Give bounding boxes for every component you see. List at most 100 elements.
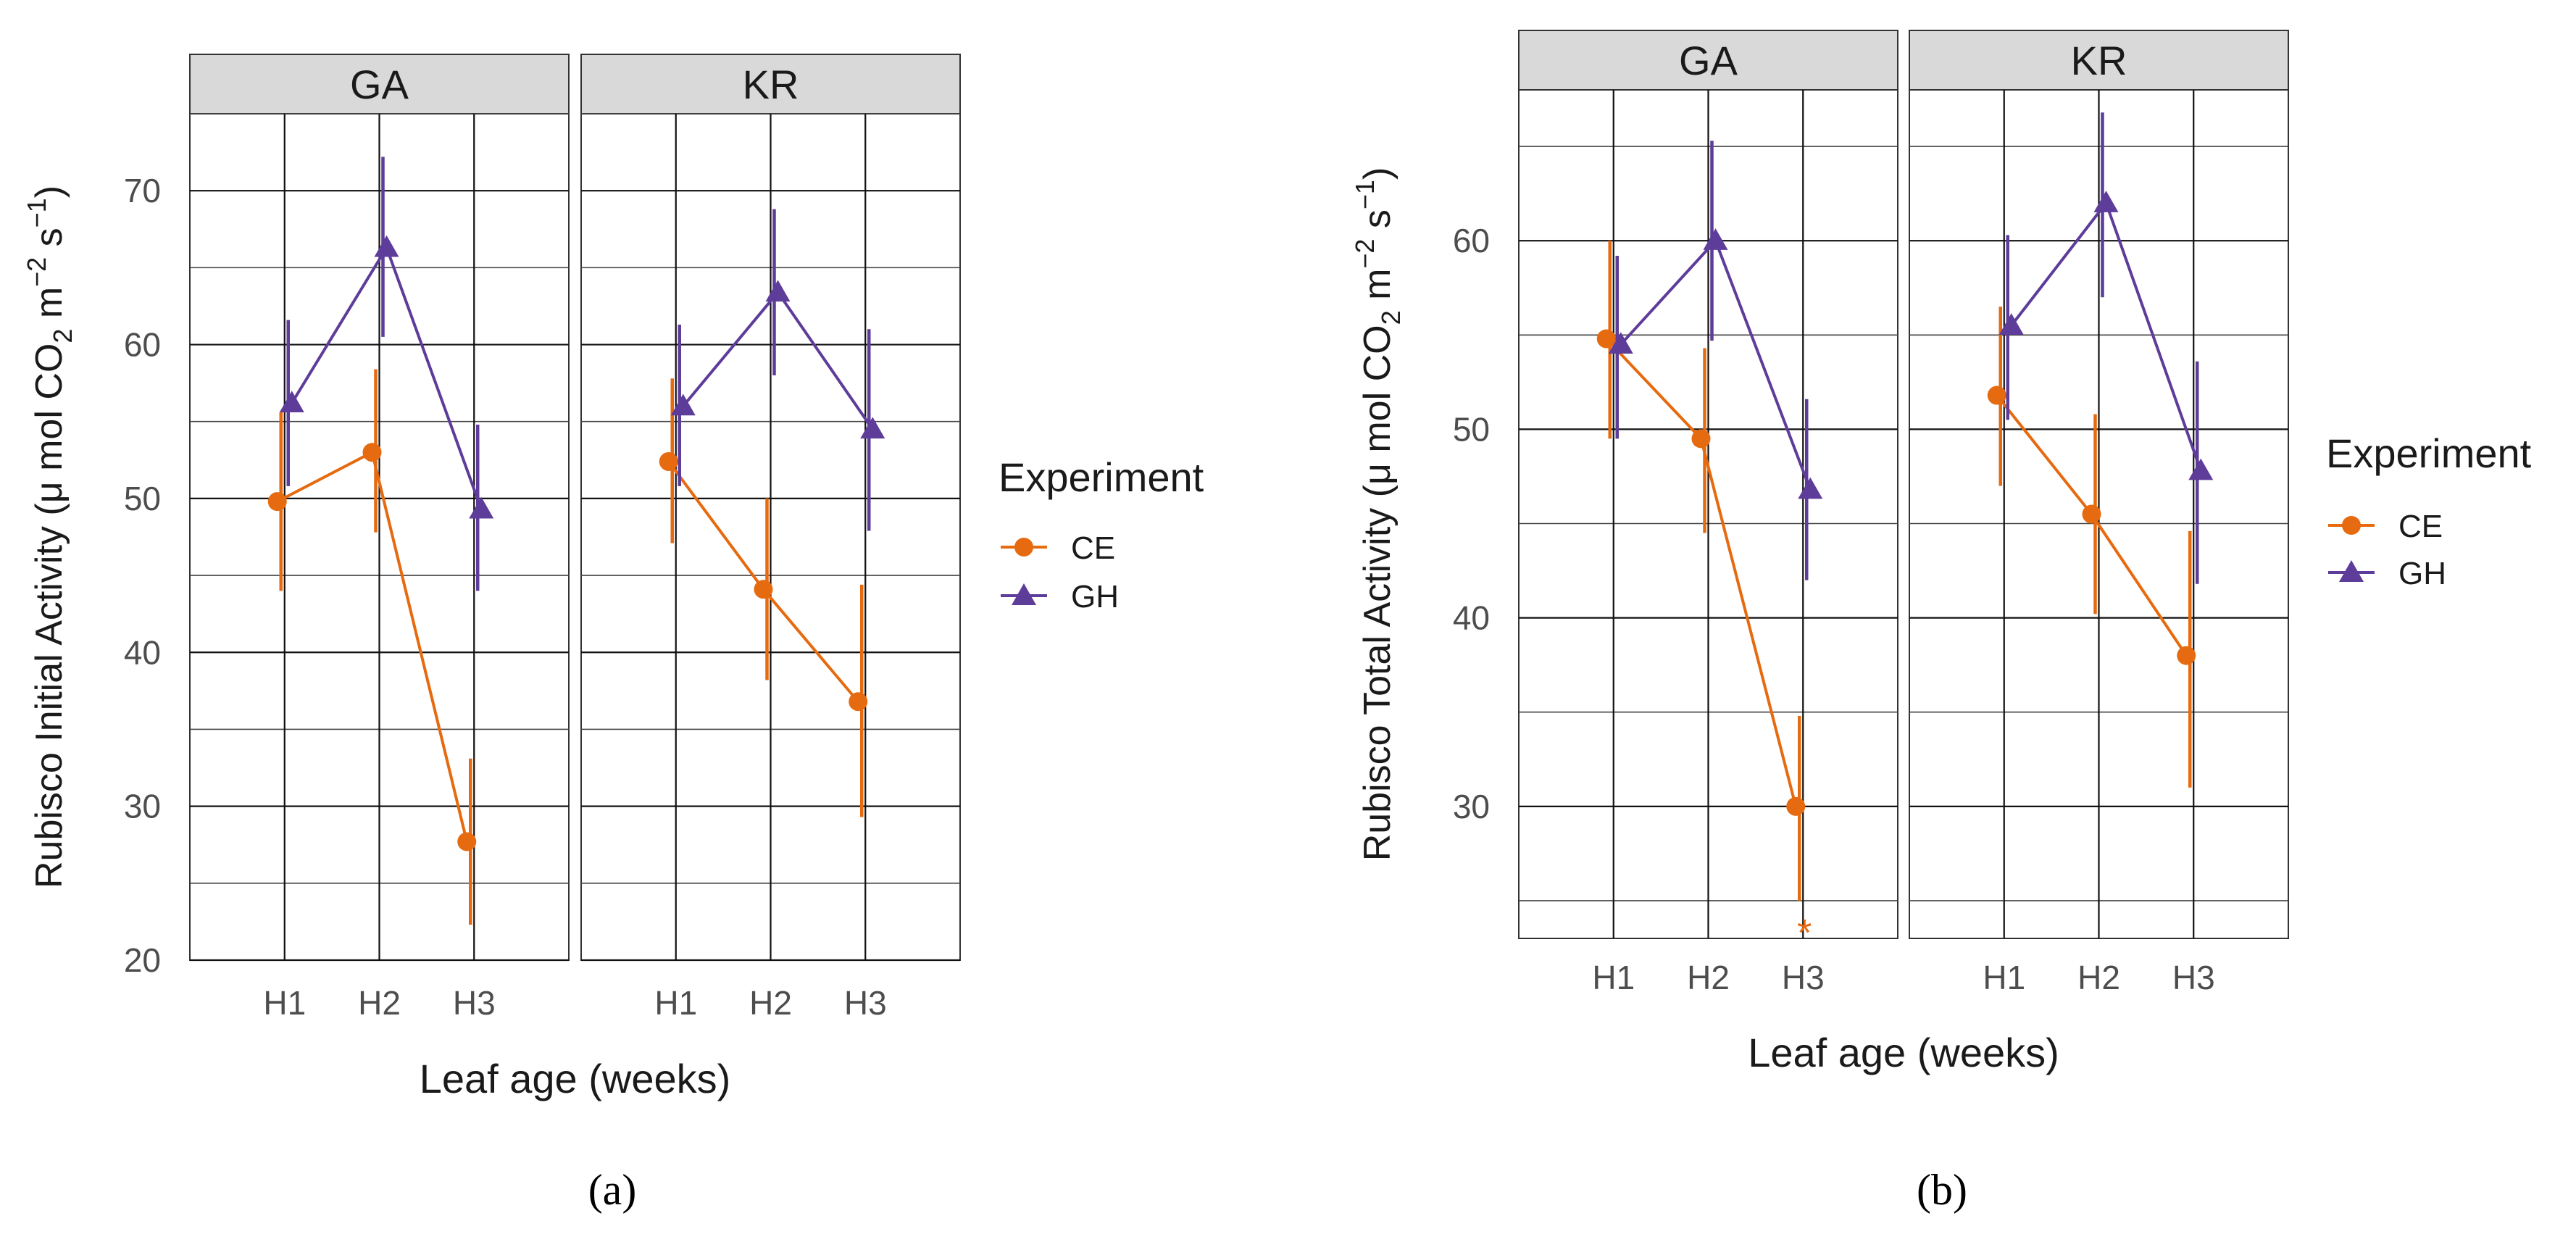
legend-title: Experiment — [2326, 430, 2532, 476]
x-tick-label: H1 — [1592, 959, 1635, 996]
series-gh — [670, 209, 885, 531]
data-point — [2177, 646, 2196, 665]
facet-strip — [1518, 30, 1898, 91]
data-point — [469, 496, 494, 519]
y-tick-label: 40 — [124, 633, 161, 671]
y-axis-title-part: μ — [28, 481, 70, 503]
y-axis-title-part: Rubisco Initial Activity ( — [28, 503, 70, 888]
legend-label: GH — [2398, 556, 2446, 591]
x-tick-label: H3 — [453, 984, 496, 1022]
y-axis-title-part: Rubisco Total Activity ( — [1356, 484, 1399, 861]
data-point — [849, 692, 868, 712]
data-point — [1703, 228, 1728, 250]
y-axis-title-part: s — [1356, 209, 1399, 238]
facet-strip-label: KR — [2071, 38, 2127, 83]
y-axis-title-part: m — [28, 287, 70, 329]
y-axis-title-part: 2 — [48, 329, 78, 343]
legend-key-triangle — [2339, 560, 2364, 582]
series-ce — [1987, 307, 2196, 788]
facet-panel-kr: KR H1 H2 H3 — [1909, 30, 2289, 996]
chart-b: GA H1 H2 H3 * KR H1 H2 H3 30 40 50 60 Leaf age (weeks… — [1350, 30, 2532, 1075]
data-point — [374, 235, 399, 257]
data-point — [860, 417, 885, 439]
y-axis-title-part: −2 — [22, 257, 51, 287]
data-point — [457, 832, 477, 851]
series-ce — [1596, 241, 1806, 901]
x-tick-label: H1 — [263, 984, 306, 1022]
x-tick-label: H2 — [1687, 959, 1730, 996]
legend-title: Experiment — [999, 454, 1204, 500]
legend-label: CE — [1071, 530, 1115, 566]
y-axis-title-part: −1 — [22, 198, 51, 228]
data-point — [1596, 329, 1616, 349]
legend-key-circle — [2342, 516, 2361, 535]
facet-panel-kr: KR H1 H2 H3 — [580, 54, 961, 1022]
y-axis-title-part: −1 — [1350, 180, 1380, 209]
y-tick-label: 30 — [124, 788, 161, 825]
x-tick-label: H2 — [358, 984, 401, 1022]
facet-strip — [1909, 30, 2289, 91]
data-point — [267, 492, 287, 512]
data-point — [1608, 332, 1633, 354]
series-ce — [267, 369, 477, 925]
x-axis-title: Leaf age (weeks) — [420, 1056, 731, 1101]
data-point — [670, 393, 696, 416]
data-point — [362, 443, 382, 462]
data-point — [659, 451, 678, 471]
y-tick-label: 60 — [124, 326, 161, 364]
data-point — [1691, 429, 1711, 449]
y-axis-title: Rubisco Total Activity (μ mol CO2 m−2 s−… — [1350, 167, 1406, 862]
y-tick-label: 70 — [124, 172, 161, 209]
x-tick-label: H1 — [654, 984, 697, 1022]
data-point — [279, 391, 304, 412]
legend-key-triangle — [1012, 583, 1036, 605]
legend: Experiment CE GH — [2326, 430, 2532, 591]
data-point — [1798, 477, 1823, 499]
x-tick-label: H3 — [2172, 959, 2215, 996]
data-point — [1987, 386, 2006, 405]
x-tick-label: H1 — [1983, 959, 2025, 996]
y-axis-title-part: ) — [1356, 167, 1399, 180]
y-axis-title: Rubisco Initial Activity (μ mol CO2 m−2 … — [22, 186, 78, 888]
facet-panel-ga: GA H1 H2 H3 * — [1518, 30, 1898, 996]
data-point — [1998, 313, 2024, 336]
data-point — [2082, 504, 2101, 524]
legend-label: GH — [1071, 579, 1119, 614]
y-axis-title-part: s — [28, 228, 70, 257]
panel-label-b: (b) — [1917, 1166, 1967, 1214]
y-tick-label: 60 — [1453, 222, 1490, 259]
facet-panel-ga: GA H1 H2 H3 — [189, 54, 570, 1022]
legend-key-circle — [1014, 538, 1033, 557]
x-axis-title: Leaf age (weeks) — [1748, 1030, 2059, 1075]
panel-label-a: (a) — [588, 1166, 637, 1214]
series-gh — [1998, 112, 2214, 584]
y-tick-label: 30 — [1453, 788, 1490, 825]
facet-strip — [189, 54, 570, 114]
chart-a: GA H1 H2 H3 KR H1 H2 H3 20 30 40 50 60 70 Leaf age (we… — [22, 54, 1204, 1101]
y-axis-title-part: 2 — [1376, 310, 1406, 325]
series-gh — [1608, 141, 1823, 580]
x-tick-label: H3 — [844, 984, 887, 1022]
facet-strip-label: KR — [743, 62, 799, 107]
data-point — [765, 280, 791, 302]
data-point — [1786, 796, 1806, 816]
y-tick-label: 50 — [124, 480, 161, 517]
legend: Experiment CE GH — [999, 454, 1204, 614]
x-tick-label: H2 — [2077, 959, 2120, 996]
facet-strip-label: GA — [350, 62, 409, 107]
y-axis-title-part: ) — [28, 186, 70, 198]
y-axis-title-part: m — [1356, 269, 1399, 311]
x-tick-label: H2 — [749, 984, 792, 1022]
y-axis-title-part: mol CO — [28, 343, 70, 482]
y-axis-title-part: −2 — [1350, 239, 1380, 269]
legend-label: CE — [2398, 509, 2443, 544]
data-point — [2188, 458, 2214, 480]
y-axis-title-part: mol CO — [1356, 325, 1399, 463]
series-ce — [659, 378, 868, 817]
y-tick-label: 40 — [1453, 599, 1490, 637]
y-axis-title-part: μ — [1356, 463, 1399, 485]
y-tick-label: 20 — [124, 941, 161, 979]
series-gh — [279, 157, 494, 591]
facet-strip — [580, 54, 961, 114]
